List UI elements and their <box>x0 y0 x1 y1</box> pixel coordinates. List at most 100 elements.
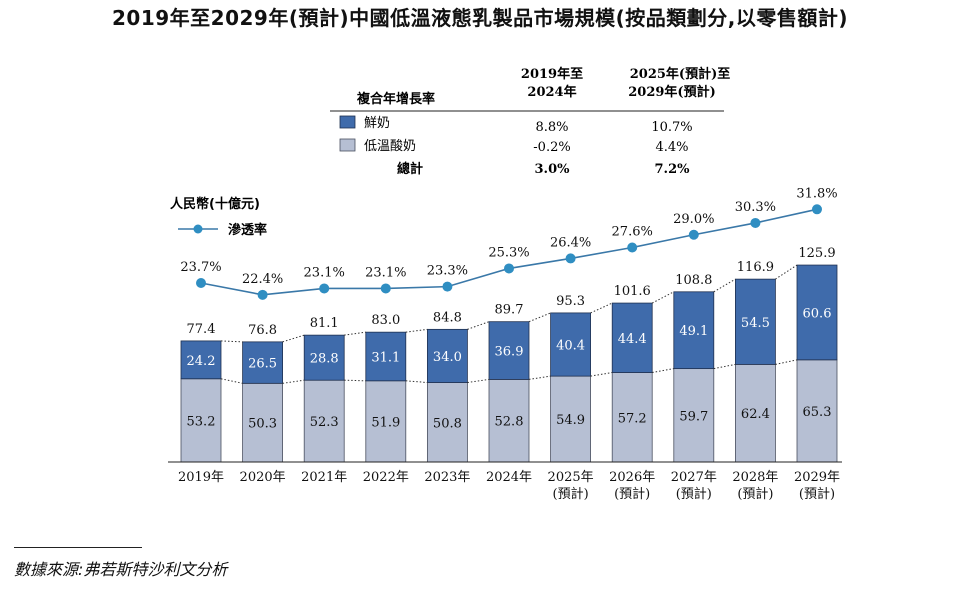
bar-label-yogurt: 54.9 <box>556 413 585 428</box>
penetration-point <box>688 229 699 240</box>
connector-split <box>282 379 305 384</box>
bar-label-yogurt: 50.8 <box>433 416 462 431</box>
bar-fresh <box>488 321 530 380</box>
bar-total-label: 95.3 <box>556 294 585 309</box>
connector-top <box>220 340 243 343</box>
cagr-total-value: 7.2% <box>655 162 691 177</box>
bar-yogurt <box>550 375 591 463</box>
bar-yogurt <box>365 380 407 463</box>
cagr-col1-line2: 2024年 <box>527 84 576 100</box>
legend-swatch-fresh <box>339 115 356 129</box>
bar-label-fresh: 34.0 <box>433 350 462 365</box>
connector-top <box>528 312 551 323</box>
cagr-row-value: 8.8% <box>535 120 568 135</box>
bar-total-label: 76.8 <box>248 323 277 338</box>
bar-label-yogurt: 65.3 <box>803 405 832 420</box>
connector-top <box>713 278 736 293</box>
connector-top <box>405 328 428 333</box>
bar-label-fresh: 31.1 <box>371 350 400 365</box>
x-tick-label-sub: (預計) <box>614 486 650 502</box>
source-divider <box>14 547 142 548</box>
x-tick-label: 2023年 <box>424 470 470 485</box>
penetration-legend-marker <box>193 224 203 234</box>
connector-split <box>652 368 674 374</box>
x-tick-label: 2022年 <box>363 470 409 485</box>
cagr-row-label: 鮮奶 <box>364 116 390 131</box>
penetration-point <box>627 242 638 253</box>
bar-yogurt <box>488 379 530 463</box>
connector-top <box>651 291 675 304</box>
bar-label-fresh: 54.5 <box>741 316 770 331</box>
cagr-row-value: 4.4% <box>655 140 688 155</box>
unit-label: 人民幣(十億元) <box>170 196 260 212</box>
connector-split <box>405 380 428 384</box>
x-tick-label: 2027年 <box>671 470 717 485</box>
bar-yogurt <box>796 359 838 463</box>
penetration-label: 23.1% <box>304 265 345 280</box>
cagr-col2-line2: 2029年(預計) <box>628 84 715 100</box>
penetration-label: 22.4% <box>242 272 283 287</box>
cagr-header-label: 複合年增長率 <box>356 91 435 107</box>
bar-total-label: 84.8 <box>433 310 462 325</box>
x-tick-label-sub: (預計) <box>676 486 712 502</box>
connector-top <box>590 302 613 314</box>
bar-label-yogurt: 62.4 <box>741 407 770 422</box>
source-note: 數據來源:弗若斯特沙利文分析 <box>14 560 228 579</box>
bar-label-fresh: 26.5 <box>248 357 277 372</box>
bar-label-yogurt: 51.9 <box>371 415 400 430</box>
bar-yogurt <box>426 382 468 463</box>
bar-total-label: 116.9 <box>737 260 774 275</box>
penetration-point <box>565 253 576 264</box>
connector-split <box>713 363 736 370</box>
penetration-label: 23.7% <box>180 260 221 275</box>
bar-fresh <box>673 291 715 370</box>
bar-label-fresh: 60.6 <box>803 306 832 321</box>
bar-total-label: 81.1 <box>310 316 339 331</box>
cagr-col2-line1: 2025年(預計)至 <box>630 66 730 82</box>
penetration-label: 26.4% <box>550 235 591 250</box>
connector-split <box>220 378 243 384</box>
bar-total-label: 125.9 <box>798 246 835 261</box>
bar-total-label: 101.6 <box>614 284 651 299</box>
cagr-row-value: -0.2% <box>533 140 570 155</box>
bar-label-fresh: 49.1 <box>679 324 708 339</box>
cagr-table: 複合年增長率 2019年至 2024年 2025年(預計)至 2029年(預計)… <box>330 66 730 177</box>
bar-total-label: 77.4 <box>187 322 216 337</box>
bar-total-label: 83.0 <box>371 313 400 328</box>
connector-top <box>775 264 798 280</box>
penetration-point <box>504 263 514 274</box>
x-tick-label: 2025年 <box>548 470 594 485</box>
bar-label-yogurt: 59.7 <box>679 409 708 424</box>
bar-yogurt <box>611 372 653 463</box>
cagr-row-value: 10.7% <box>651 120 692 135</box>
connector-split <box>528 375 551 380</box>
penetration-label: 25.3% <box>488 245 529 260</box>
cagr-row-label: 低溫酸奶 <box>364 139 416 154</box>
connector-split <box>344 379 366 382</box>
bar-label-yogurt: 52.3 <box>310 415 339 430</box>
penetration-point <box>319 283 330 294</box>
bar-fresh <box>242 341 284 384</box>
penetration-point <box>257 289 268 300</box>
x-tick-label: 2019年 <box>178 470 224 485</box>
cagr-total-label: 總計 <box>397 161 423 177</box>
bar-label-fresh: 40.4 <box>556 339 585 354</box>
connector-split <box>590 372 613 377</box>
penetration-label: 27.6% <box>612 225 653 240</box>
x-tick-label: 2024年 <box>486 470 532 485</box>
bar-label-yogurt: 53.2 <box>187 414 216 429</box>
bar-yogurt <box>673 368 715 463</box>
connector-top <box>282 334 305 343</box>
bar-fresh <box>550 312 591 377</box>
bar-fresh <box>796 264 838 361</box>
cagr-total-value: 3.0% <box>535 162 571 177</box>
penetration-label: 29.0% <box>673 212 714 227</box>
cagr-col1-line1: 2019年至 <box>521 66 583 82</box>
bar-yogurt <box>735 363 776 463</box>
bar-yogurt <box>180 378 222 463</box>
legend-swatch-yogurt <box>339 138 356 152</box>
bar-fresh <box>303 334 345 381</box>
penetration-label: 31.8% <box>796 186 837 201</box>
bar-label-fresh: 24.2 <box>187 354 216 369</box>
bar-label-yogurt: 50.3 <box>248 417 277 432</box>
